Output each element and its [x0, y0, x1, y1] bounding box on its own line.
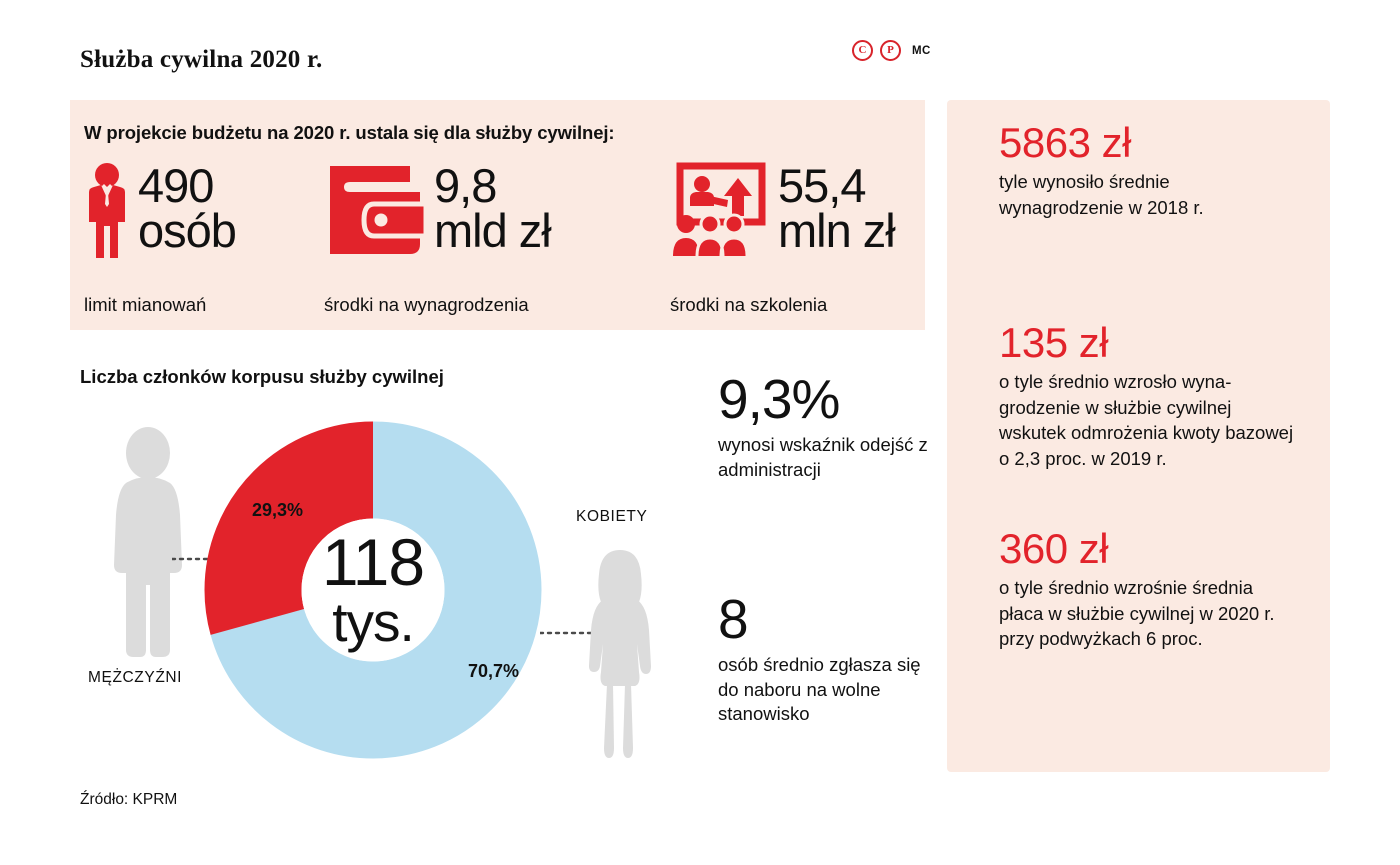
- stat-value-line2: mln zł: [778, 203, 896, 257]
- label-women: KOBIETY: [576, 508, 648, 525]
- side-fact-text: o tyle średnio wzrosło wyna­grodzenie w …: [999, 371, 1294, 469]
- side-fact-increase-2020: 360 zł o tyle średnio wzrośnie średnia p…: [999, 528, 1299, 652]
- female-silhouette-icon: [589, 550, 651, 758]
- budget-banner: W projekcie budżetu na 2020 r. ustala si…: [70, 100, 925, 330]
- leader-line-women: [540, 631, 602, 635]
- side-fact-number: 135 zł: [999, 319, 1109, 366]
- side-fact-number: 5863 zł: [999, 119, 1131, 166]
- fact-attrition: 9,3% wynosi wskaźnik odejść z administra…: [718, 372, 928, 482]
- logo-c-icon: C: [852, 40, 873, 61]
- fact-text: wynosi wskaźnik odejść z administracji: [718, 434, 928, 480]
- stat-appointments: 490 osób limit mianowań: [84, 162, 324, 322]
- donut-slice-men: [204, 421, 542, 759]
- stat-value: 490 osób: [138, 159, 237, 257]
- source-note: Źródło: KPRM: [80, 791, 178, 808]
- fact-applicants: 8 osób średnio zgłasza się do naboru na …: [718, 592, 928, 727]
- stat-training: 55,4 mln zł środki na szkolenia: [670, 162, 940, 322]
- stat-value: 9,8 mld zł: [434, 159, 552, 257]
- stat-value-line1: 490: [138, 159, 214, 212]
- percent-women: 70,7%: [468, 661, 520, 681]
- training-presentation-icon: [670, 162, 770, 267]
- fact-number: 8: [718, 588, 749, 650]
- stat-value-line1: 9,8: [434, 159, 497, 212]
- side-fact-number: 360 zł: [999, 525, 1109, 572]
- stat-label: środki na wynagrodzenia: [324, 294, 529, 315]
- stat-value-line2: osób: [138, 203, 237, 257]
- banner-heading: W projekcie budżetu na 2020 r. ustala si…: [84, 122, 615, 143]
- fact-text: osób średnio zgłasza się do naboru na wo…: [718, 654, 921, 725]
- stat-value-line1: 55,4: [778, 159, 866, 212]
- author-initials: MC: [912, 44, 931, 57]
- side-fact-increase-2019: 135 zł o tyle średnio wzrosło wyna­grodz…: [999, 322, 1299, 471]
- banner-stats-row: 490 osób limit mianowań: [70, 162, 925, 322]
- page-title: Służba cywilna 2020 r.: [80, 46, 323, 73]
- stat-value: 55,4 mln zł: [778, 159, 896, 257]
- logo-p-icon: P: [880, 40, 901, 61]
- chart-heading: Liczba członków korpusu służby cywilnej: [80, 366, 444, 387]
- publisher-logo: C P MC: [852, 40, 931, 61]
- fact-number: 9,3%: [718, 368, 840, 430]
- male-silhouette-icon: [114, 427, 182, 657]
- label-men: MĘŻCZYŹNI: [88, 669, 183, 686]
- stat-value-line2: mld zł: [434, 203, 552, 257]
- side-fact-text: o tyle średnio wzrośnie średnia płaca w …: [999, 577, 1275, 650]
- side-fact-average-2018: 5863 zł tyle wynosiło średnie wynagrodze…: [999, 122, 1299, 220]
- stat-label: środki na szkolenia: [670, 294, 828, 315]
- side-fact-text: tyle wynosiło średnie wynagrodzenie w 20…: [999, 171, 1204, 218]
- salary-facts-panel: 5863 zł tyle wynosiło średnie wynagrodze…: [947, 100, 1330, 772]
- person-suit-icon: [84, 162, 130, 267]
- gender-donut-chart: 118 tys.: [203, 420, 543, 760]
- stat-label: limit mianowań: [84, 294, 207, 315]
- percent-men: 29,3%: [252, 500, 304, 520]
- stat-salaries: 9,8 mld zł środki na wynagrodzenia: [324, 162, 614, 322]
- wallet-icon: [324, 162, 429, 263]
